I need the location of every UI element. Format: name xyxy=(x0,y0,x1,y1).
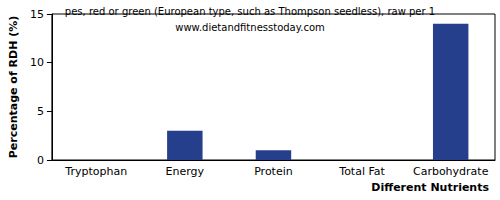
svg-text:Different Nutrients: Different Nutrients xyxy=(371,181,489,194)
svg-text:15: 15 xyxy=(30,8,44,21)
svg-text:Protein: Protein xyxy=(254,165,293,178)
svg-text:pes, red or green (European ty: pes, red or green (European type, such a… xyxy=(65,6,435,17)
svg-text:0: 0 xyxy=(37,154,44,167)
svg-text:Percentage of RDH (%): Percentage of RDH (%) xyxy=(7,16,20,159)
svg-text:Energy: Energy xyxy=(166,165,205,178)
svg-text:www.dietandfitnesstoday.com: www.dietandfitnesstoday.com xyxy=(175,22,324,33)
svg-text:Total Fat: Total Fat xyxy=(338,165,385,178)
svg-text:10: 10 xyxy=(30,56,44,69)
svg-text:Tryptophan: Tryptophan xyxy=(64,165,127,178)
svg-text:Carbohydrate: Carbohydrate xyxy=(413,165,489,178)
svg-text:5: 5 xyxy=(37,105,44,118)
